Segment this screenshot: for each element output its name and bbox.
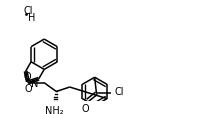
Text: O: O [25,83,33,93]
Text: O: O [24,71,32,81]
Text: Cl: Cl [114,86,124,96]
Text: H: H [28,13,36,23]
Text: Cl: Cl [24,6,33,16]
Text: N: N [31,78,39,88]
Text: NH₂: NH₂ [45,105,64,114]
Text: O: O [81,104,89,113]
